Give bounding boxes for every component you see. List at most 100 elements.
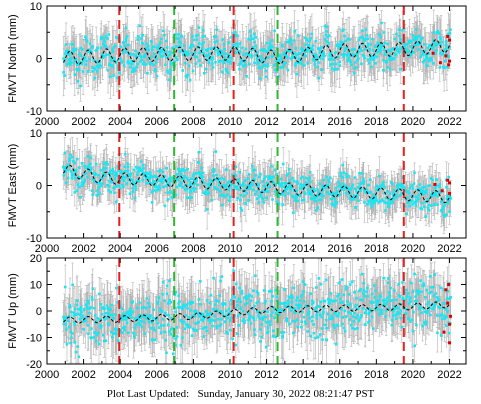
data-point [201, 171, 205, 175]
data-point [433, 303, 437, 307]
data-point [389, 299, 393, 302]
data-point [324, 33, 328, 37]
data-point [220, 52, 223, 56]
x-tick-label: 2000 [35, 369, 59, 381]
data-point [315, 196, 318, 199]
data-point [81, 70, 85, 73]
data-point [148, 181, 151, 184]
data-point [444, 59, 447, 63]
data-point [140, 58, 143, 61]
data-point [227, 307, 231, 311]
data-point [93, 314, 97, 317]
data-point [420, 311, 423, 315]
data-point [180, 35, 183, 38]
data-point [332, 326, 336, 330]
data-point [128, 192, 132, 195]
data-point [258, 316, 261, 320]
x-tick-label: 2006 [145, 369, 169, 381]
data-point [92, 336, 95, 339]
data-point [441, 207, 445, 211]
data-point [373, 62, 377, 65]
data-point [97, 66, 101, 69]
data-point [354, 303, 358, 307]
data-point [347, 54, 351, 57]
data-point [363, 201, 366, 204]
data-point [219, 309, 222, 313]
data-point [282, 302, 285, 305]
data-point [145, 306, 148, 310]
data-point [382, 276, 385, 280]
data-point [193, 311, 197, 314]
data-point [187, 179, 191, 182]
data-point [403, 52, 407, 55]
data-point [445, 315, 448, 319]
data-point [181, 69, 184, 72]
data-point [107, 53, 111, 56]
data-point [167, 314, 170, 317]
data-point [121, 175, 125, 178]
data-point [188, 301, 192, 304]
data-point [115, 173, 119, 176]
data-point [214, 187, 218, 191]
data-point [304, 181, 308, 184]
data-point [430, 290, 433, 294]
data-point [300, 198, 304, 202]
data-point [124, 176, 127, 179]
data-point [193, 182, 197, 185]
data-point [250, 307, 254, 310]
data-point [383, 186, 387, 189]
data-point [348, 302, 352, 306]
data-point [240, 209, 244, 212]
data-point [197, 320, 200, 324]
data-point [435, 49, 438, 52]
data-point [275, 295, 279, 299]
data-point [392, 47, 395, 51]
data-point [274, 190, 277, 193]
data-point [308, 171, 312, 174]
data-point [408, 204, 411, 208]
data-point [71, 43, 75, 46]
data-point [130, 311, 133, 314]
data-point [447, 55, 450, 59]
data-point [317, 76, 321, 80]
data-point [433, 42, 436, 45]
data-point [63, 58, 67, 62]
data-point [286, 186, 290, 189]
data-point [250, 180, 253, 184]
data-point [206, 299, 209, 302]
data-point [259, 48, 263, 52]
data-point [71, 173, 74, 177]
data-point [65, 328, 68, 331]
data-point [265, 196, 268, 200]
data-point [187, 53, 190, 56]
data-point [174, 180, 177, 183]
data-point [334, 200, 337, 203]
data-point [168, 330, 171, 333]
plot-area [61, 133, 452, 238]
data-point [354, 305, 357, 309]
data-point [348, 196, 352, 200]
data-point [247, 173, 251, 176]
data-point [306, 305, 309, 309]
data-point [390, 318, 394, 322]
data-point [338, 64, 341, 67]
data-point [445, 65, 449, 69]
data-point [180, 169, 183, 173]
data-point [202, 52, 206, 55]
data-point [388, 294, 392, 298]
data-point [382, 48, 386, 51]
data-point [127, 43, 130, 47]
data-point [363, 56, 366, 60]
data-point [340, 308, 343, 311]
data-point [323, 299, 327, 303]
data-point [378, 174, 381, 178]
data-point [295, 72, 299, 76]
data-point [439, 286, 443, 290]
data-point [327, 179, 330, 182]
data-point [359, 287, 363, 291]
y-tick-label: 10 [30, 280, 42, 292]
data-point [111, 65, 114, 68]
data-point [197, 151, 201, 154]
data-point [382, 180, 385, 184]
data-point [139, 316, 143, 319]
